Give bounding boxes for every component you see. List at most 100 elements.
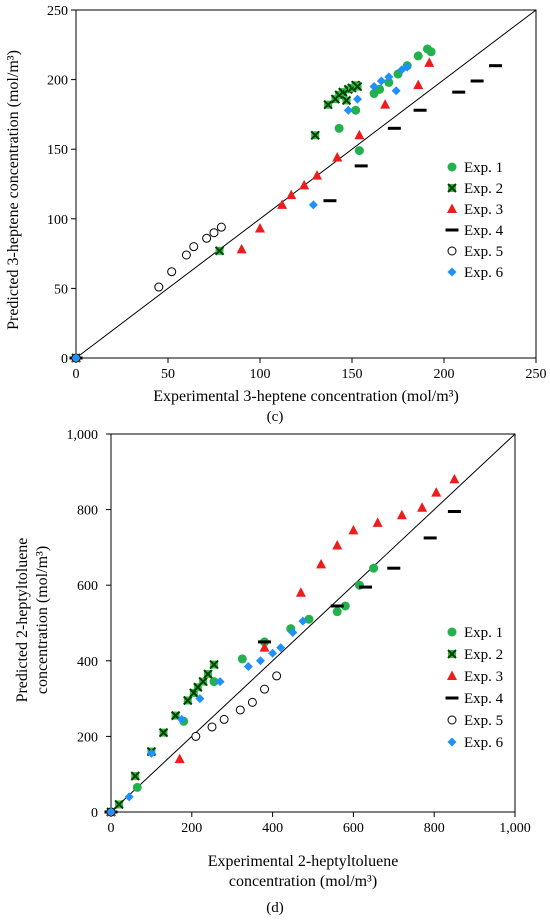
chart1-point-cross	[198, 676, 208, 687]
chart0-point	[181, 250, 191, 260]
chart0-point	[310, 130, 320, 140]
chart1-point	[359, 585, 373, 589]
chart0-point	[167, 267, 177, 277]
chart0-point	[189, 242, 199, 252]
chart1-legend-label: Exp. 5	[464, 713, 503, 729]
chart0-point	[299, 179, 310, 190]
chart1-x-tick-label: 200	[181, 821, 202, 836]
chart1-point	[207, 722, 217, 732]
chart0-y-tick-label: 250	[47, 4, 68, 19]
chart1-y-axis-title: Predicted 2-heptyltoluene	[14, 538, 31, 703]
chart0-point	[323, 99, 333, 110]
chart0-x-tick-label: 150	[342, 367, 363, 382]
chart0-point	[413, 108, 427, 112]
chart1-legend-label: Exp. 2	[464, 647, 503, 663]
chart1-series-6	[106, 616, 308, 817]
chart0-plot-frame	[75, 9, 537, 359]
chart0-point	[323, 199, 337, 203]
chart0-point-cross	[352, 81, 363, 92]
chart0-y-tick-label: 200	[47, 74, 68, 89]
chart1-panel-label: (d)	[266, 900, 284, 916]
chart1-point	[203, 669, 213, 679]
chart0-series-5	[71, 222, 226, 363]
chart1-x-axis-title: Experimental 2-heptyltoluene	[208, 853, 399, 870]
chart0-point	[452, 90, 466, 94]
chart0-series-2	[71, 80, 363, 363]
chart0-point	[354, 164, 368, 168]
chart0-legend-label: Exp. 5	[464, 244, 503, 260]
chart0-point	[391, 86, 401, 96]
chart1-point	[177, 714, 187, 724]
chart1-point	[146, 748, 156, 758]
chart1-point	[295, 587, 306, 597]
chart1-point	[332, 540, 343, 550]
chart0-point	[286, 189, 297, 200]
chart1-legend-marker	[447, 627, 457, 637]
chart0-y-tick-label: 150	[47, 143, 68, 158]
chart1-point	[396, 509, 407, 520]
chart0-legend-marker	[447, 183, 457, 193]
chart1-point	[209, 659, 219, 670]
chart0-point	[351, 105, 361, 115]
chart1-y-tick-label: 600	[77, 579, 98, 594]
chart1-plot-frame	[110, 433, 516, 813]
chart1-point	[330, 604, 344, 608]
chart1-point	[372, 517, 383, 527]
chart0-y-tick-label: 50	[54, 282, 68, 297]
chart1-legend-marker-cross	[447, 649, 457, 659]
chart1-point	[348, 524, 359, 535]
chart1-point	[215, 677, 225, 687]
chart0-point	[352, 81, 363, 92]
chart1-point	[417, 502, 428, 512]
chart0-y-tick-label: 0	[61, 352, 68, 367]
chart0-legend-marker	[447, 246, 457, 256]
chart0-point	[332, 152, 343, 162]
chart1-legend-marker	[447, 649, 457, 659]
chart1-point	[268, 648, 278, 658]
chart0-point-cross	[341, 95, 352, 106]
chart1-x-tick-label: 600	[343, 821, 364, 836]
chart0-legend-marker	[447, 203, 457, 213]
chart1-x-tick-label: 1,000	[499, 821, 531, 836]
chart0-point-cross	[214, 246, 225, 256]
chart1-y-tick-label: 1,000	[67, 428, 99, 443]
chart0-point	[387, 126, 401, 130]
chart1-point	[258, 640, 272, 644]
chart1-point	[288, 627, 298, 637]
chart1-point	[255, 656, 265, 666]
chart1-point	[423, 536, 437, 540]
chart0-y-tick-label: 100	[47, 213, 68, 228]
chart1-point	[276, 643, 286, 653]
chart1-y-tick-label: 800	[77, 504, 98, 519]
chart1-y-tick-label: 200	[77, 730, 98, 745]
chart0-point	[353, 94, 363, 104]
chart1-point-cross	[203, 669, 213, 679]
chart1-x-tick-label: 800	[424, 821, 445, 836]
chart0-point	[354, 146, 364, 156]
chart0-legend-label: Exp. 3	[464, 202, 503, 218]
chart1-point-cross	[114, 799, 124, 810]
chart0-legend-marker-cross	[447, 183, 457, 193]
chart0-legend-label: Exp. 2	[464, 181, 503, 197]
chart1-point	[209, 677, 219, 687]
chart0-point	[277, 199, 288, 209]
chart1-point	[170, 710, 181, 721]
chart0-point	[424, 57, 435, 67]
chart0-x-tick-label: 200	[434, 367, 455, 382]
chart1-point	[431, 487, 442, 497]
chart0-legend-marker	[447, 267, 457, 277]
chart1-point	[272, 671, 282, 681]
chart1-legend-label: Exp. 6	[464, 735, 504, 751]
chart1-y-axis-title: concentration (mol/m³)	[34, 546, 51, 694]
chart0-legend-label: Exp. 6	[464, 265, 504, 281]
chart1-series-3	[106, 473, 460, 816]
chart1-y-tick-label: 0	[91, 806, 98, 821]
chart1-x-axis-title: concentration (mol/m³)	[229, 873, 377, 890]
chart1-point	[106, 807, 116, 817]
chart0-x-tick-label: 250	[526, 367, 547, 382]
chart0-x-tick-label: 0	[73, 367, 80, 382]
chart0-point	[214, 246, 225, 256]
chart1-point	[243, 661, 253, 671]
chart0-point	[413, 79, 424, 90]
